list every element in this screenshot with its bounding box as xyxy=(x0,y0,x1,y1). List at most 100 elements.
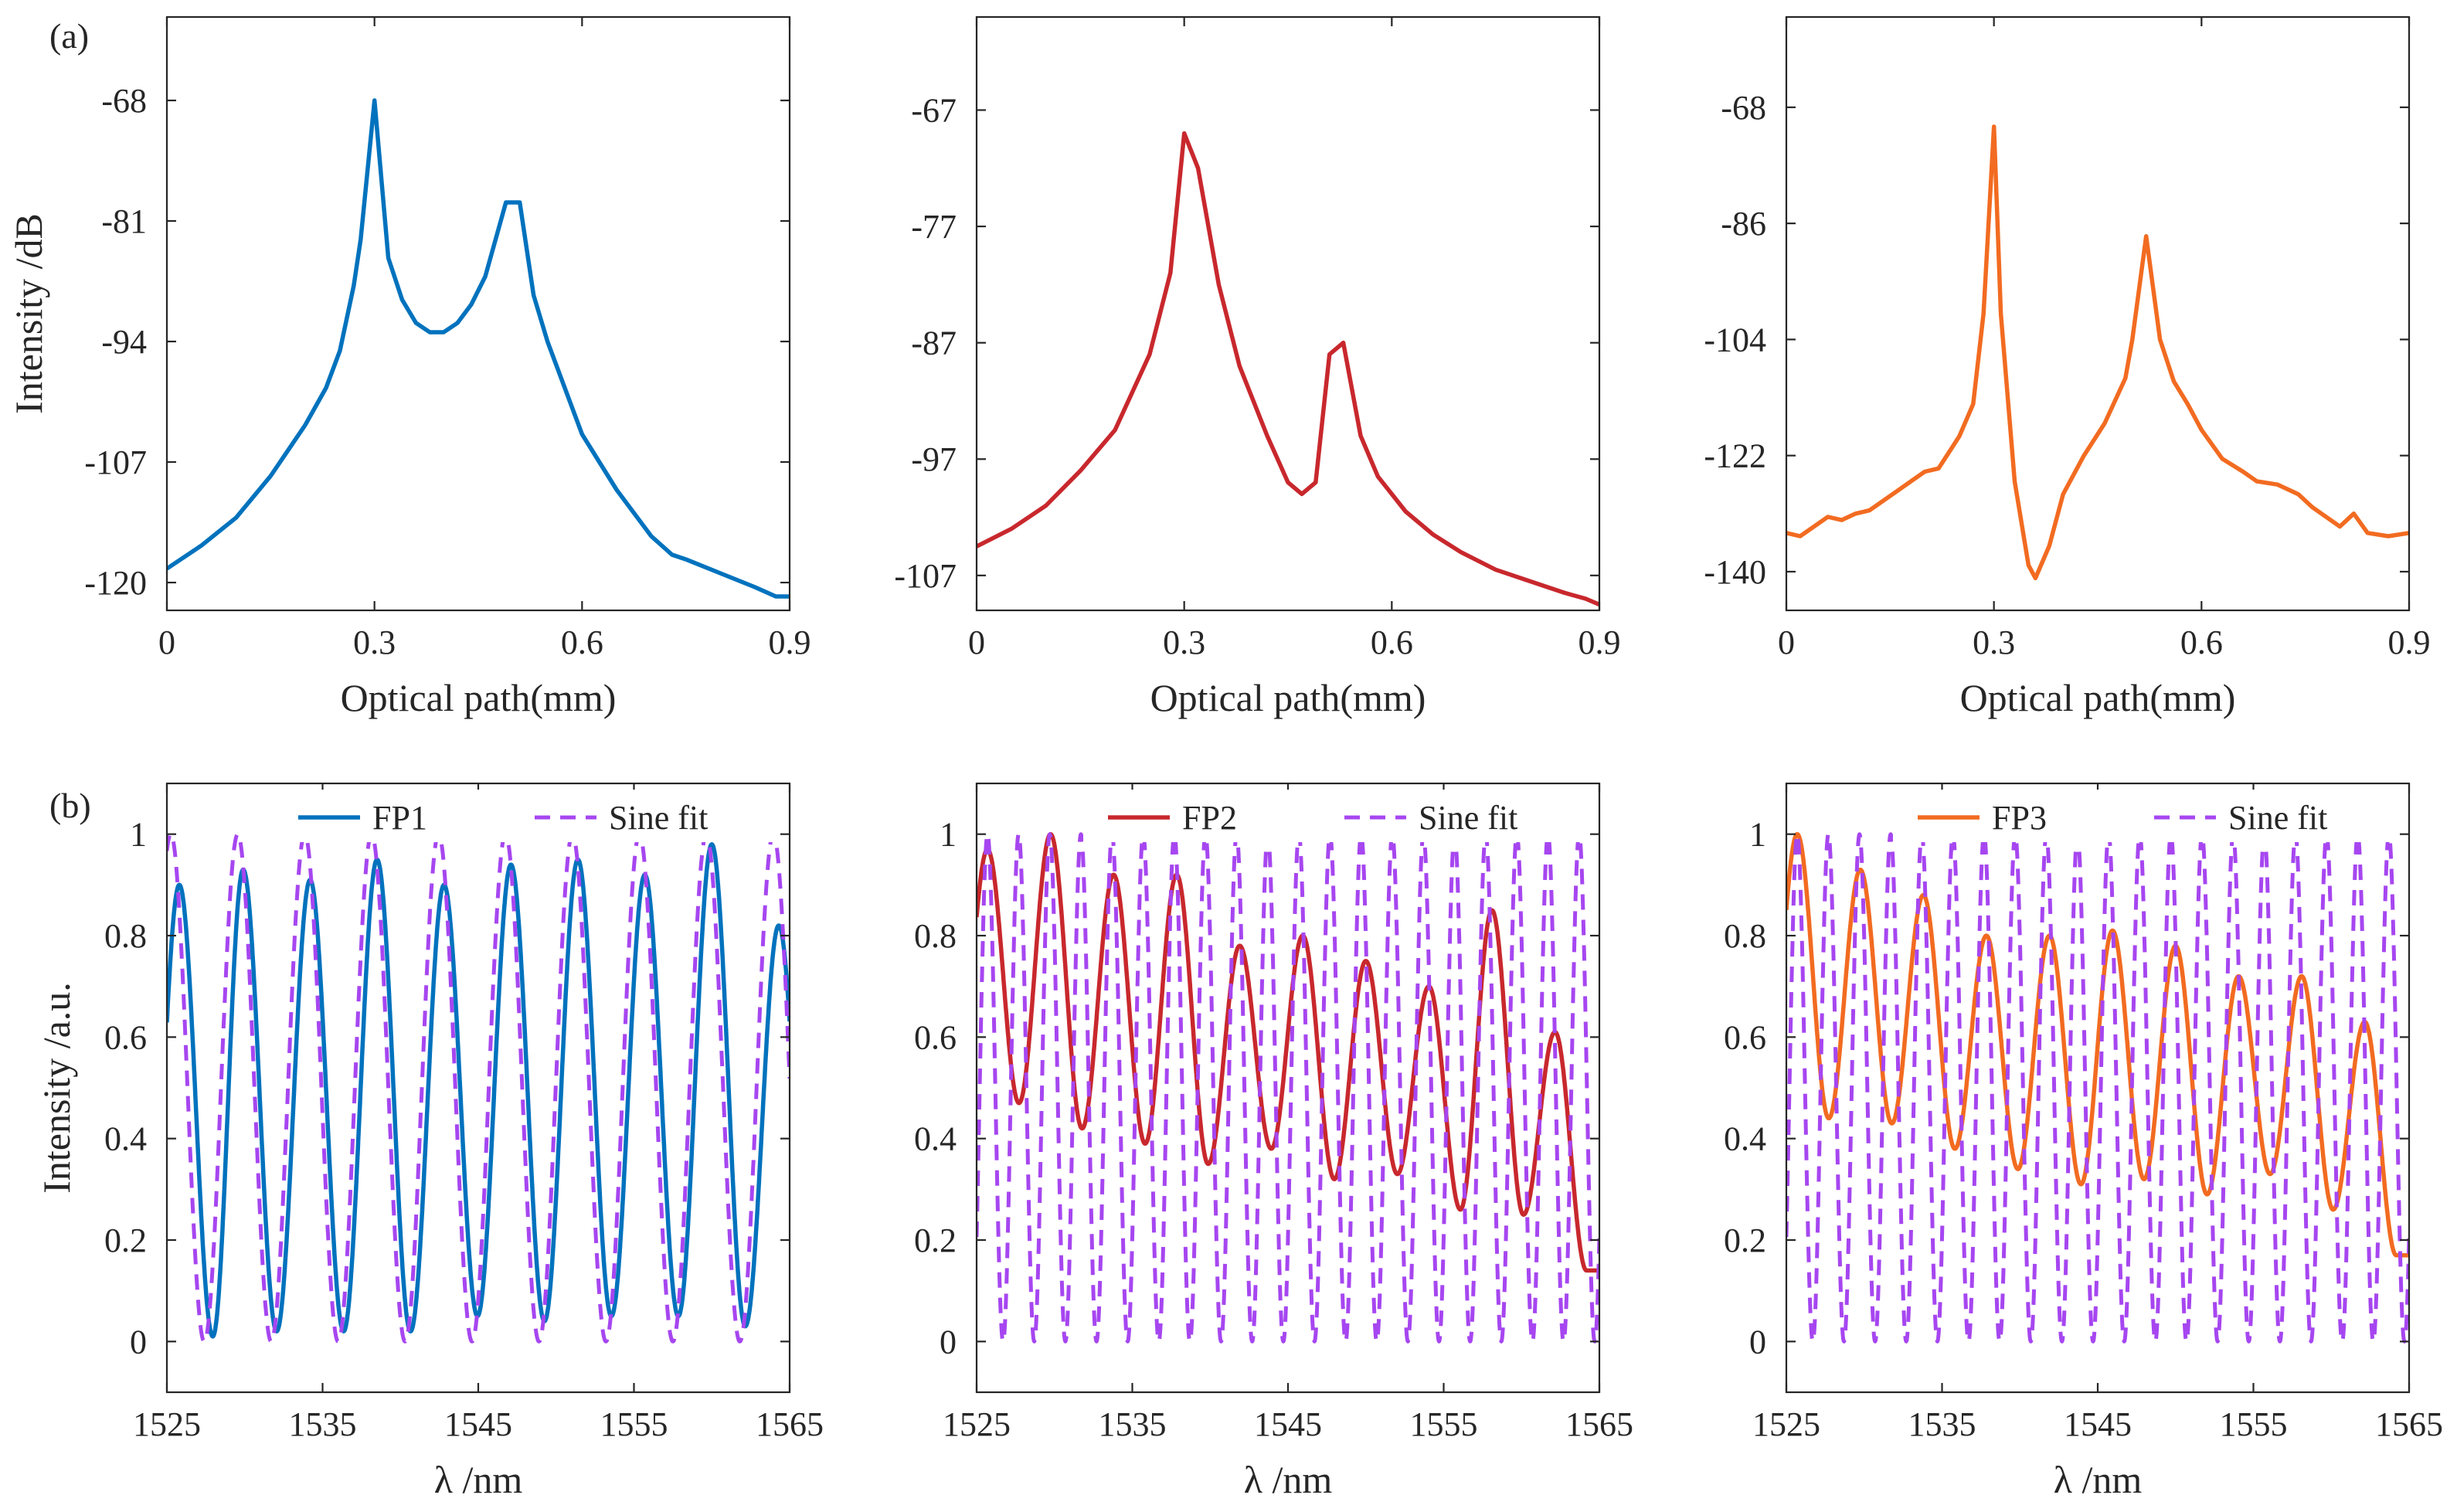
axes-frame xyxy=(975,782,1601,1394)
panel-label-b: (b) xyxy=(49,786,91,825)
y-tick-label: -86 xyxy=(1721,205,1766,243)
legend-label: FP2 xyxy=(1182,799,1237,837)
series-group xyxy=(1786,124,2409,581)
series-line-sine-fit xyxy=(977,832,1599,1344)
x-tick-label: 0 xyxy=(1778,623,1795,661)
series-group xyxy=(977,131,1599,607)
x-axis-label: λ /nm xyxy=(434,1458,523,1501)
x-tick-label: 0.3 xyxy=(353,623,396,661)
y-tick-label: -68 xyxy=(1721,89,1766,127)
x-tick-label: 1565 xyxy=(2375,1405,2443,1443)
plot-grid: 0 0.3 0.6 0.9 -120 -107 -94 -81 -68 Optical path(… xyxy=(7,15,2443,1501)
legend-label: Sine fit xyxy=(2228,799,2327,837)
y-tick-label: -67 xyxy=(911,91,957,129)
y-tick-label: -107 xyxy=(84,443,147,481)
x-tick-label: 1525 xyxy=(1752,1405,1820,1443)
y-tick-label: 0 xyxy=(940,1323,957,1361)
x-tick-label: 1565 xyxy=(756,1405,824,1443)
legend-label: Sine fit xyxy=(609,799,708,837)
y-tick-label: 0.6 xyxy=(914,1018,957,1056)
x-axis-label: Optical path(mm) xyxy=(1150,676,1426,719)
y-tick-label: 0.8 xyxy=(914,917,957,955)
y-tick-label: 1 xyxy=(1749,816,1766,854)
series-group xyxy=(167,832,790,1344)
x-tick-label: 1555 xyxy=(2220,1405,2288,1443)
series-line-sine-fit xyxy=(167,832,790,1344)
series-line-fp3-spectrum xyxy=(1786,124,2409,581)
axes-frame xyxy=(165,15,791,612)
x-tick-label: 1525 xyxy=(133,1405,201,1443)
series-line-fp2 xyxy=(977,831,1599,1273)
x-axis-label: Optical path(mm) xyxy=(341,676,617,719)
x-tick-label: 1535 xyxy=(1908,1405,1976,1443)
x-tick-label: 1555 xyxy=(1410,1405,1478,1443)
axes-frame xyxy=(1785,15,2411,612)
chart-5: 1525 1535 1545 1555 1565 0 0.2 0.4 0.6 0.8 1 λ /nm F… xyxy=(914,782,1633,1501)
y-tick-label: -97 xyxy=(911,440,957,478)
y-tick-label: -87 xyxy=(911,324,957,362)
y-tick-label: -104 xyxy=(1704,321,1766,358)
y-tick-label: 0.2 xyxy=(914,1221,957,1259)
x-tick-label: 1545 xyxy=(444,1405,512,1443)
x-tick-label: 0.9 xyxy=(2388,623,2431,661)
chart-3: 0 0.3 0.6 0.9 -140 -122 -104 -86 -68 Optical path… xyxy=(1704,15,2431,719)
y-tick-label: 0 xyxy=(1749,1323,1766,1361)
x-tick-label: 1535 xyxy=(1099,1405,1167,1443)
series-line-sine-fit xyxy=(1786,832,2409,1344)
x-tick-label: 0.6 xyxy=(2180,623,2223,661)
x-tick-label: 0 xyxy=(968,623,985,661)
chart-2: 0 0.3 0.6 0.9 -107 -97 -87 -77 -67 Optical path(m… xyxy=(894,15,1621,719)
x-axis-label: λ /nm xyxy=(1244,1458,1333,1501)
chart-1: 0 0.3 0.6 0.9 -120 -107 -94 -81 -68 Optical path(… xyxy=(7,15,811,719)
y-tick-label: 0.6 xyxy=(104,1018,147,1056)
y-tick-label: 0.4 xyxy=(914,1120,957,1158)
y-tick-label: -122 xyxy=(1704,437,1766,475)
y-axis-label: Intensity /dB xyxy=(7,213,50,414)
x-axis-label: λ /nm xyxy=(2054,1458,2143,1501)
legend-label: FP3 xyxy=(1992,799,2047,837)
series-line-fp3 xyxy=(1786,831,2409,1258)
x-tick-label: 1535 xyxy=(289,1405,357,1443)
chart-6: 1525 1535 1545 1555 1565 0 0.2 0.4 0.6 0.8 1 λ /nm F… xyxy=(1724,782,2443,1501)
series-group xyxy=(977,831,1599,1344)
y-tick-label: 0.4 xyxy=(1724,1120,1766,1158)
y-tick-label: -68 xyxy=(101,82,147,120)
y-tick-label: 0.2 xyxy=(1724,1221,1766,1259)
y-tick-label: -120 xyxy=(84,564,147,602)
y-tick-label: 0.6 xyxy=(1724,1018,1766,1056)
y-tick-label: -140 xyxy=(1704,553,1766,591)
x-axis-label: Optical path(mm) xyxy=(1960,676,2236,719)
axes-frame xyxy=(975,15,1601,612)
y-tick-label: -107 xyxy=(894,557,957,595)
x-tick-label: 0.6 xyxy=(561,623,603,661)
x-tick-label: 0.3 xyxy=(1973,623,2015,661)
y-tick-label: 1 xyxy=(940,816,957,854)
x-tick-label: 0.9 xyxy=(1579,623,1621,661)
y-tick-label: -77 xyxy=(911,208,957,246)
y-tick-label: 0.8 xyxy=(104,917,147,955)
y-tick-label: -94 xyxy=(101,323,147,361)
y-tick-label: 0.2 xyxy=(104,1221,147,1259)
legend: FP2 Sine fit xyxy=(1083,790,1590,842)
legend: FP3 Sine fit xyxy=(1893,790,2400,842)
series-group xyxy=(1786,831,2409,1344)
y-tick-label: 1 xyxy=(130,816,147,854)
y-tick-label: 0.8 xyxy=(1724,917,1766,955)
series-group xyxy=(167,98,790,599)
legend-label: FP1 xyxy=(372,799,427,837)
x-tick-label: 0.6 xyxy=(1371,623,1413,661)
legend-label: Sine fit xyxy=(1419,799,1517,837)
series-line-fp1-spectrum xyxy=(167,98,790,599)
x-tick-label: 0 xyxy=(158,623,175,661)
x-tick-label: 0.9 xyxy=(769,623,811,661)
y-tick-label: 0 xyxy=(130,1323,147,1361)
y-tick-label: 0.4 xyxy=(104,1120,147,1158)
series-line-fp2-spectrum xyxy=(977,131,1599,607)
y-axis-label: Intensity /a.u. xyxy=(35,982,78,1194)
x-tick-label: 1565 xyxy=(1565,1405,1633,1443)
x-tick-label: 1545 xyxy=(1254,1405,1322,1443)
x-tick-label: 0.3 xyxy=(1163,623,1205,661)
x-tick-label: 1555 xyxy=(600,1405,668,1443)
x-tick-label: 1545 xyxy=(2064,1405,2132,1443)
